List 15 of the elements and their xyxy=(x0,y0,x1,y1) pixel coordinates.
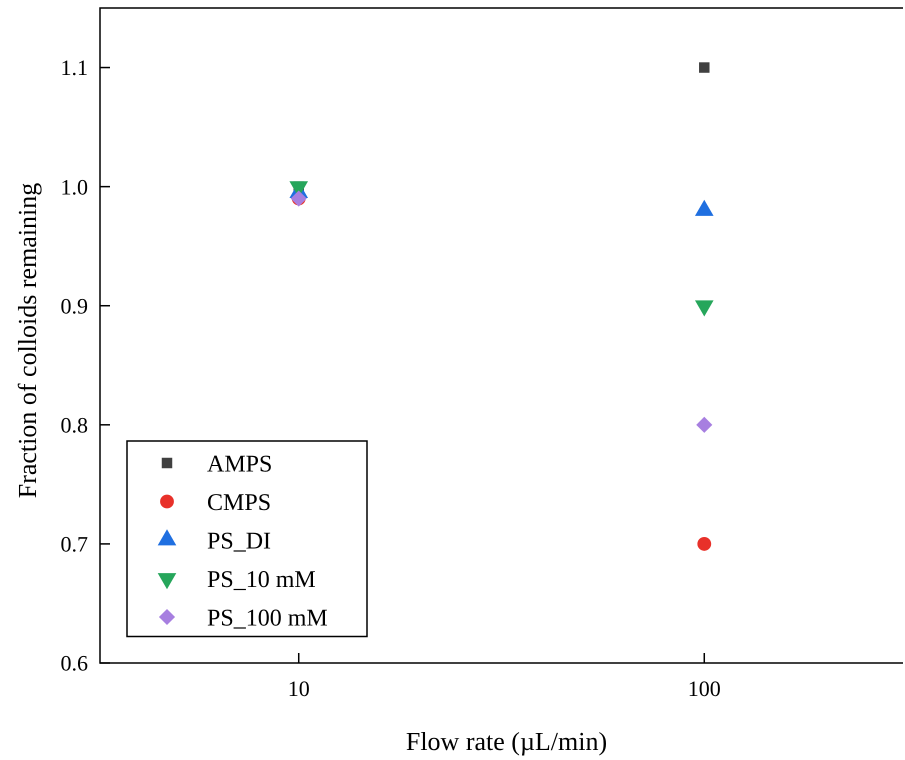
x-tick-label: 10 xyxy=(288,676,310,701)
y-axis-title: Fraction of colloids remaining xyxy=(13,182,42,498)
y-tick-label: 1.0 xyxy=(60,174,88,200)
legend-label: PS_DI xyxy=(207,528,272,554)
y-tick-label: 0.7 xyxy=(60,532,88,557)
y-tick-label: 0.8 xyxy=(60,412,88,438)
x-axis-title: Flow rate (µL/min) xyxy=(406,727,608,756)
legend-label: PS_10 mM xyxy=(207,566,316,593)
y-tick-label: 0.9 xyxy=(60,293,88,318)
y-tick-label: 1.1 xyxy=(60,55,88,80)
y-tick-label: 0.6 xyxy=(60,650,88,676)
legend-label: PS_100 mM xyxy=(207,605,328,632)
legend-label: AMPS xyxy=(207,451,272,478)
legend-label: CMPS xyxy=(207,490,272,516)
x-tick-label: 100 xyxy=(688,676,721,701)
